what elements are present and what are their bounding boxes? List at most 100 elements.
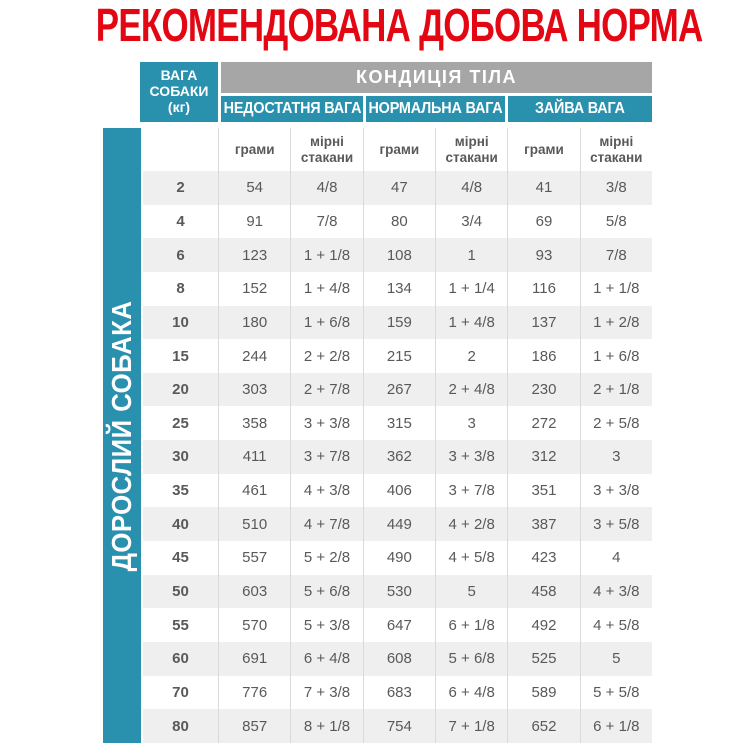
value-cell: 530 bbox=[362, 574, 435, 609]
value-cell: 7 + 3/8 bbox=[290, 675, 362, 710]
unit-header-cell: мірні стакани bbox=[290, 128, 362, 171]
value-cell: 1 + 4/8 bbox=[290, 271, 362, 306]
value-cell: 754 bbox=[362, 709, 435, 743]
value-cell: 7/8 bbox=[290, 204, 362, 239]
life-stage-label: ДОРОСЛИЙ СОБАКА bbox=[106, 300, 137, 571]
value-cell: 312 bbox=[507, 440, 580, 474]
value-cell: 358 bbox=[218, 406, 290, 441]
weight-column-header: ВАГА СОБАКИ (кг) bbox=[140, 62, 218, 122]
value-cell: 3 + 3/8 bbox=[435, 440, 508, 474]
value-cell: 267 bbox=[362, 372, 435, 407]
weight-cell: 35 bbox=[172, 482, 189, 500]
body-condition-header: КОНДИЦІЯ ТІЛА bbox=[221, 62, 652, 93]
value-cell: 5 + 5/8 bbox=[579, 675, 652, 710]
value-cell: 1 + 4/8 bbox=[435, 305, 508, 340]
value-cell: 3/8 bbox=[579, 171, 652, 205]
life-stage-sidebar: ДОРОСЛИЙ СОБАКА bbox=[103, 128, 141, 743]
value-cell: 137 bbox=[507, 305, 580, 340]
weight-cell: 70 bbox=[172, 683, 189, 701]
units-row-spacer bbox=[143, 128, 218, 171]
group-header-underweight: НЕДОСТАТНЯ ВАГА bbox=[221, 96, 363, 122]
value-cell: 6 + 4/8 bbox=[435, 675, 507, 710]
group-header-normal-weight-label: НОРМАЛЬНА ВАГА bbox=[368, 100, 503, 117]
value-cell: 5 + 6/8 bbox=[435, 641, 508, 676]
value-cell: 69 bbox=[507, 204, 579, 239]
value-cell: 5 bbox=[435, 574, 508, 609]
unit-header-cell: грами bbox=[507, 128, 579, 171]
value-cell: 215 bbox=[362, 339, 435, 373]
value-cell: 4 bbox=[579, 541, 652, 575]
value-cell: 1 + 6/8 bbox=[579, 339, 652, 373]
value-cell: 47 bbox=[362, 171, 435, 205]
weight-cell: 60 bbox=[143, 641, 218, 676]
value-cell: 2 + 1/8 bbox=[579, 372, 652, 407]
value-cell: 123 bbox=[218, 238, 291, 272]
weight-cell: 8 bbox=[176, 280, 185, 298]
value-cell: 461 bbox=[218, 473, 290, 508]
value-cell: 6 + 1/8 bbox=[435, 608, 507, 642]
value-cell: 244 bbox=[218, 339, 290, 373]
value-cell: 108 bbox=[362, 238, 435, 272]
value-cell: 7 + 1/8 bbox=[435, 709, 508, 743]
value-cell: 1 + 2/8 bbox=[579, 305, 652, 340]
value-cell: 8 + 1/8 bbox=[290, 709, 363, 743]
value-cell: 303 bbox=[218, 372, 291, 407]
weight-cell: 15 bbox=[172, 347, 189, 365]
value-cell: 6 + 1/8 bbox=[579, 709, 652, 743]
value-cell: 152 bbox=[218, 271, 290, 306]
value-cell: 3 + 7/8 bbox=[290, 440, 363, 474]
value-cell: 5 bbox=[579, 641, 652, 676]
weight-cell: 55 bbox=[172, 616, 189, 634]
value-cell: 691 bbox=[218, 641, 291, 676]
value-cell: 5 + 6/8 bbox=[290, 574, 363, 609]
value-cell: 449 bbox=[362, 507, 435, 542]
value-cell: 776 bbox=[218, 675, 290, 710]
value-cell: 3 + 5/8 bbox=[579, 507, 652, 542]
weight-cell: 10 bbox=[143, 305, 218, 340]
page-title-text: РЕКОМЕНДОВАНА ДОБОВА НОРМА bbox=[95, 0, 703, 51]
value-cell: 589 bbox=[507, 675, 579, 710]
value-cell: 4/8 bbox=[435, 171, 508, 205]
unit-header-cell: мірні стакани bbox=[435, 128, 507, 171]
value-cell: 4/8 bbox=[290, 171, 363, 205]
value-cell: 1 + 1/4 bbox=[435, 271, 507, 306]
value-cell: 608 bbox=[362, 641, 435, 676]
value-cell: 3 + 3/8 bbox=[290, 406, 362, 441]
value-cell: 134 bbox=[362, 271, 435, 306]
group-header-underweight-label: НЕДОСТАТНЯ ВАГА bbox=[223, 100, 361, 117]
unit-header-cell: грами bbox=[218, 128, 290, 171]
weight-cell: 2 bbox=[143, 171, 218, 205]
weight-cell: 25 bbox=[172, 414, 189, 432]
value-cell: 525 bbox=[507, 641, 580, 676]
value-cell: 180 bbox=[218, 305, 291, 340]
value-cell: 492 bbox=[507, 608, 579, 642]
weight-cell: 50 bbox=[143, 574, 218, 609]
value-cell: 3 bbox=[435, 406, 507, 441]
body-condition-header-label: КОНДИЦІЯ ТІЛА bbox=[356, 67, 517, 87]
group-header-overweight-label: ЗАЙВА ВАГА bbox=[535, 100, 625, 117]
value-cell: 570 bbox=[218, 608, 290, 642]
value-cell: 857 bbox=[218, 709, 291, 743]
value-cell: 683 bbox=[362, 675, 435, 710]
page-title: РЕКОМЕНДОВАНА ДОБОВА НОРМА bbox=[0, 2, 750, 48]
value-cell: 411 bbox=[218, 440, 291, 474]
value-cell: 351 bbox=[507, 473, 579, 508]
value-cell: 93 bbox=[507, 238, 580, 272]
value-cell: 7/8 bbox=[579, 238, 652, 272]
value-cell: 1 + 6/8 bbox=[290, 305, 363, 340]
value-cell: 458 bbox=[507, 574, 580, 609]
weight-cell: 4 bbox=[176, 212, 185, 230]
value-cell: 54 bbox=[218, 171, 291, 205]
value-cell: 116 bbox=[507, 271, 579, 306]
value-cell: 490 bbox=[362, 541, 435, 575]
value-cell: 4 + 7/8 bbox=[290, 507, 363, 542]
value-cell: 1 bbox=[435, 238, 508, 272]
weight-cell: 30 bbox=[143, 440, 218, 474]
value-cell: 2 + 4/8 bbox=[435, 372, 508, 407]
value-cell: 5 + 2/8 bbox=[290, 541, 362, 575]
value-cell: 423 bbox=[507, 541, 579, 575]
weight-cell: 20 bbox=[143, 372, 218, 407]
value-cell: 406 bbox=[362, 473, 435, 508]
value-cell: 2 + 2/8 bbox=[290, 339, 362, 373]
value-cell: 3 + 3/8 bbox=[579, 473, 652, 508]
